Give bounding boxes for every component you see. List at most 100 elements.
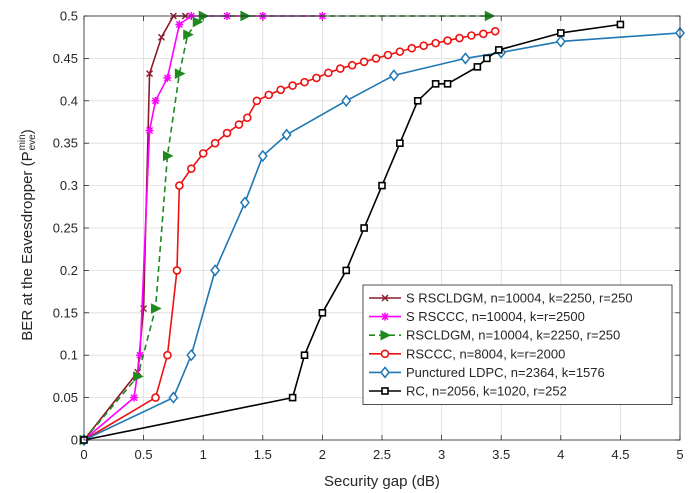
data-point	[151, 393, 160, 402]
legend-box	[362, 284, 673, 405]
data-point	[234, 120, 244, 129]
data-point	[490, 26, 500, 36]
legend-marker	[380, 349, 390, 359]
data-point	[455, 33, 464, 43]
legend-label: RSCLDGM, n=10004, k=2250, r=250	[406, 328, 620, 343]
y-axis-label-wrap: BER at the Eavesdropper (P min eve)	[8, 30, 48, 440]
data-point	[413, 97, 422, 105]
data-point	[324, 68, 333, 78]
data-point	[300, 351, 309, 360]
data-point	[151, 96, 160, 105]
data-point	[555, 35, 566, 48]
data-point	[175, 20, 184, 29]
y-axis-label-main: BER at the Eavesdropper (P	[18, 151, 36, 341]
x-tick-label: 2	[319, 447, 326, 462]
y-tick-label: 0.2	[60, 263, 78, 278]
x-tick-label: 1.5	[254, 447, 272, 462]
data-point	[162, 150, 174, 162]
data-point	[174, 68, 186, 79]
legend-marker	[381, 294, 389, 302]
legend-label: S RSCCC, n=10004, k=r=2500	[406, 309, 585, 324]
data-point	[312, 73, 321, 83]
data-point	[192, 16, 204, 28]
data-point	[300, 77, 309, 87]
legend-marker	[381, 312, 389, 321]
data-point	[479, 29, 488, 39]
data-point	[419, 41, 429, 50]
data-point	[342, 266, 351, 275]
legend-item: S RSCLDGM, n=10004, k=2250, r=250	[369, 291, 633, 306]
y-tick-label: 0.35	[53, 136, 78, 151]
y-tick-label: 0.05	[53, 390, 78, 405]
data-point	[151, 303, 162, 314]
legend-marker	[381, 387, 389, 395]
data-point	[186, 348, 197, 362]
legend-item: RSCCC, n=8004, k=r=2000	[369, 346, 565, 361]
x-tick-label: 3.5	[492, 447, 510, 462]
data-point	[378, 181, 386, 190]
data-point	[443, 36, 452, 45]
y-axis-label-sub: eve	[27, 134, 38, 151]
data-point	[281, 128, 292, 141]
y-axis-label-scripts: min eve	[17, 134, 38, 151]
data-point	[396, 139, 404, 147]
y-tick-label: 0.25	[53, 221, 78, 236]
data-point	[467, 31, 476, 40]
data-point	[616, 20, 625, 29]
legend-label: S RSCLDGM, n=10004, k=2250, r=250	[406, 291, 633, 306]
y-tick-label: 0.5	[60, 9, 78, 24]
legend-marker	[380, 329, 392, 341]
y-tick-label: 0.4	[60, 93, 78, 108]
data-point	[431, 38, 440, 48]
x-tick-label: 4.5	[611, 447, 629, 462]
data-point	[198, 149, 208, 158]
data-point	[264, 90, 274, 100]
data-point	[130, 393, 139, 402]
x-axis-label: Security gap (dB)	[324, 473, 440, 490]
legend-label: RSCCC, n=8004, k=r=2000	[406, 346, 565, 361]
y-tick-label: 0.3	[60, 178, 78, 193]
legend-label: Punctured LDPC, n=2364, k=1576	[406, 365, 605, 380]
data-point	[183, 29, 194, 40]
series-line	[83, 23, 621, 441]
data-point	[556, 29, 565, 37]
data-point	[133, 371, 144, 382]
data-point	[257, 149, 268, 163]
data-point	[371, 54, 381, 63]
data-point	[460, 52, 471, 65]
data-point	[359, 57, 369, 67]
data-point	[276, 85, 285, 95]
axis-ticks: 0 0.5 1 1.5 2 2.5 3 3.5 4 4.5 5 0 0.05 0.1 0.15 0.2 0.25…	[53, 9, 684, 463]
data-point	[443, 80, 452, 88]
data-point	[395, 47, 405, 56]
data-point	[431, 80, 440, 88]
data-point	[145, 126, 154, 135]
legend-item: RSCLDGM, n=10004, k=2250, r=250	[369, 328, 620, 343]
data-point	[383, 50, 393, 60]
plot-frame	[83, 15, 681, 441]
data-point	[495, 46, 503, 54]
data-point	[388, 69, 399, 82]
data-point	[186, 164, 196, 173]
x-tick-label: 0.5	[135, 447, 153, 462]
x-tick-label: 5	[676, 447, 683, 462]
data-point	[252, 96, 262, 106]
x-tick-label: 2.5	[373, 447, 391, 462]
data-point	[239, 196, 250, 209]
y-tick-label: 0.45	[53, 51, 78, 66]
legend-label: RC, n=2056, k=1020, r=252	[406, 384, 567, 399]
data-point	[172, 266, 182, 275]
data-point	[341, 94, 352, 108]
legend-marker	[380, 366, 390, 379]
legend-item: S RSCCC, n=10004, k=r=2500	[369, 309, 585, 324]
data-point	[175, 181, 184, 190]
y-axis-label-close: )	[18, 129, 36, 135]
data-point	[168, 391, 179, 404]
x-tick-label: 1	[200, 447, 207, 462]
data-point	[288, 393, 297, 402]
data-point	[318, 308, 327, 317]
data-point	[163, 73, 172, 82]
x-tick-label: 4	[557, 447, 564, 462]
data-point	[243, 113, 252, 123]
y-tick-label: 0.15	[53, 305, 78, 320]
